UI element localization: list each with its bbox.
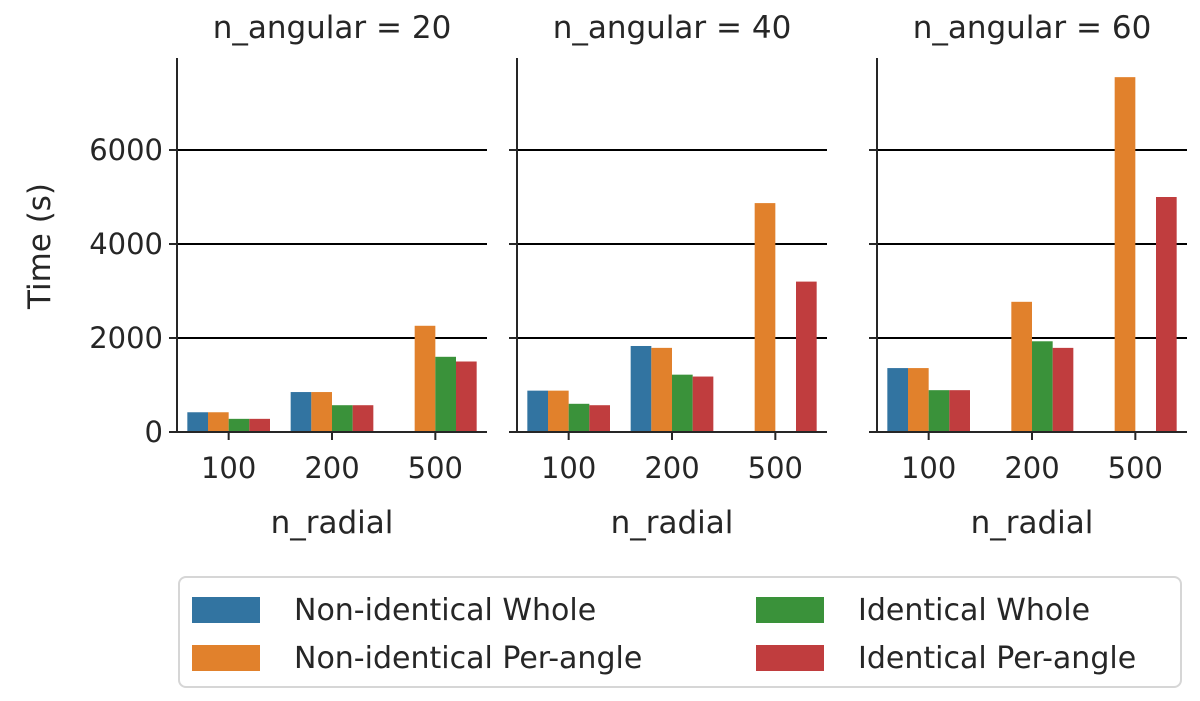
panel-title: n_angular = 60	[913, 10, 1152, 46]
bar-identical-whole-200	[332, 405, 353, 432]
bar-non-identical-per-angle-500	[754, 203, 776, 432]
legend-entry-identical-whole: Identical Whole	[756, 590, 1090, 630]
y-tick-label-6000: 6000	[89, 133, 163, 167]
x-axis-label: n_radial	[611, 505, 734, 541]
bar-identical-per-angle-200	[692, 376, 714, 432]
bar-identical-whole-100	[568, 403, 590, 432]
bar-non-identical-per-angle-500	[414, 325, 436, 432]
x-axis-label: n_radial	[271, 505, 394, 541]
bar-non-identical-per-angle-200	[311, 392, 332, 432]
bar-non-identical-whole-200	[630, 345, 652, 432]
bar-identical-whole-100	[228, 418, 250, 432]
chart-panel-1: 0 2000 4000 6000 100 200 500 n_angular = 20 n_ra…	[89, 10, 487, 541]
legend-entry-non-identical-whole: Non-identical Whole	[192, 590, 596, 630]
x-tick-label-100: 100	[901, 451, 956, 485]
x-tick-label-500: 500	[408, 451, 463, 485]
panel-title: n_angular = 40	[553, 10, 792, 46]
bar-identical-per-angle-100	[589, 405, 610, 432]
legend-swatch-identical-per-angle	[756, 645, 824, 671]
legend-label-identical-per-angle: Identical Per-angle	[858, 640, 1137, 676]
bar-non-identical-per-angle-500	[1114, 77, 1136, 433]
bar-identical-per-angle-100	[249, 418, 270, 432]
legend-entry-non-identical-per-angle: Non-identical Per-angle	[192, 638, 642, 678]
x-tick-label-100: 100	[541, 451, 596, 485]
x-tick-label-200: 200	[644, 451, 699, 485]
bar-identical-per-angle-500	[456, 361, 477, 432]
legend-swatch-identical-whole	[756, 597, 824, 623]
legend: Non-identical Whole Non-identical Per-an…	[178, 576, 1182, 688]
bar-identical-whole-500	[435, 356, 456, 432]
bar-non-identical-whole-100	[187, 412, 208, 432]
bar-identical-whole-200	[672, 374, 693, 432]
bar-non-identical-whole-100	[527, 390, 548, 432]
bar-non-identical-per-angle-100	[548, 390, 569, 432]
chart-panels: 0 2000 4000 6000 100 200 500 n_angular = 20 n_ra…	[89, 10, 1187, 541]
y-tick-label-0: 0	[145, 415, 163, 449]
legend-entry-identical-per-angle: Identical Per-angle	[756, 638, 1136, 678]
bar-identical-per-angle-100	[949, 390, 970, 432]
legend-label-identical-whole: Identical Whole	[858, 592, 1091, 628]
x-tick-label-500: 500	[748, 451, 803, 485]
bar-non-identical-per-angle-200	[1011, 301, 1032, 432]
bar-identical-whole-200	[1032, 341, 1053, 432]
bar-identical-per-angle-200	[1052, 347, 1074, 432]
x-tick-label-200: 200	[304, 451, 359, 485]
chart-panel-2: 100 200 500 n_angular = 40 n_radial	[509, 10, 827, 541]
y-tick-label-4000: 4000	[89, 227, 163, 261]
chart-panel-3: 100 200 500 n_angular = 60 n_radial	[869, 10, 1187, 541]
bar-identical-per-angle-200	[352, 405, 374, 432]
bar-identical-per-angle-500	[1156, 197, 1177, 432]
x-tick-label-100: 100	[201, 451, 256, 485]
x-axis-label: n_radial	[971, 505, 1094, 541]
legend-swatch-non-identical-per-angle	[192, 645, 260, 671]
legend-label-non-identical-per-angle: Non-identical Per-angle	[294, 640, 643, 676]
bar-non-identical-per-angle-100	[908, 368, 929, 432]
panel-title: n_angular = 20	[213, 10, 452, 46]
bar-identical-per-angle-500	[796, 281, 817, 432]
y-tick-label-2000: 2000	[89, 321, 163, 355]
bar-identical-whole-100	[928, 390, 950, 432]
legend-swatch-non-identical-whole	[192, 597, 260, 623]
legend-label-non-identical-whole: Non-identical Whole	[294, 592, 597, 628]
x-tick-label-200: 200	[1004, 451, 1059, 485]
y-axis-label: Time (s)	[22, 183, 58, 310]
bar-non-identical-per-angle-200	[651, 347, 672, 432]
bar-non-identical-per-angle-100	[208, 412, 229, 432]
x-tick-label-500: 500	[1108, 451, 1163, 485]
bar-non-identical-whole-100	[887, 368, 908, 432]
bar-non-identical-whole-200	[290, 392, 312, 432]
